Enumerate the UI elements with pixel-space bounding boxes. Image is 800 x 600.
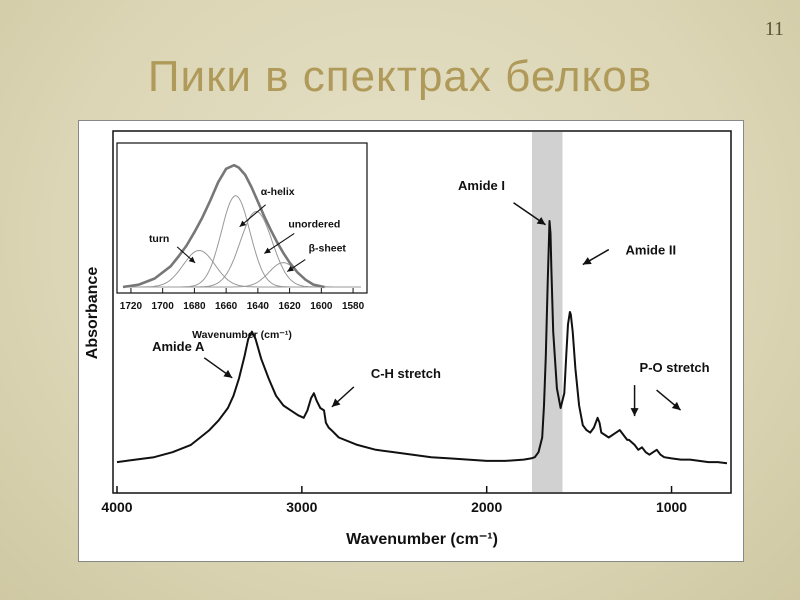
inset-frame xyxy=(116,142,368,294)
ftir-spectrum-chart: 4000 3000 2000 1000 Amide A C-H stretch Amide… xyxy=(84,130,732,548)
inset-x-tick-label: 1640 xyxy=(247,301,270,312)
annotation-arrowhead xyxy=(536,216,546,225)
inset-x-axis-label: Wavenumber (cm⁻¹) xyxy=(192,329,292,341)
inset-component-label: β-sheet xyxy=(309,243,347,255)
inset-component-label: turn xyxy=(149,233,169,245)
slide-title: Пики в спектрах белков xyxy=(147,52,653,101)
annotation-arrowhead xyxy=(671,401,681,411)
annotation-arrowhead xyxy=(223,369,233,378)
slide-number: 11 xyxy=(764,18,784,40)
inset-x-tick-label: 1580 xyxy=(342,301,365,312)
inset-x-tick-label: 1620 xyxy=(278,301,301,312)
inset-annotation-arrow xyxy=(263,233,295,254)
annotation-arrowhead xyxy=(582,257,592,265)
spectrum-figure: 4000 3000 2000 1000 Amide A C-H stretch Amide… xyxy=(78,120,744,562)
inset-annotation-arrowhead xyxy=(264,247,271,254)
y-axis-label: Absorbance xyxy=(84,267,101,360)
inset-annotation-arrowhead xyxy=(188,256,196,263)
x-tick-label: 3000 xyxy=(286,499,317,515)
annotation-label: C-H stretch xyxy=(371,366,441,381)
annotation-label: Amide A xyxy=(152,339,205,354)
annotation-label: Amide I xyxy=(458,178,505,193)
inset-x-tick-label: 1660 xyxy=(215,301,238,312)
annotation-arrowhead xyxy=(630,408,639,417)
inset-component-label: α-helix xyxy=(261,186,295,198)
inset-x-tick-label: 1680 xyxy=(183,301,206,312)
x-tick-label: 2000 xyxy=(471,499,502,515)
absorbance-series-line xyxy=(116,220,728,465)
annotation-arrowhead xyxy=(331,398,341,407)
annotation-label: Amide II xyxy=(626,243,677,258)
inset-envelope-curve xyxy=(122,163,325,289)
x-tick-label: 1000 xyxy=(656,499,687,515)
x-axis-label: Wavenumber (cm⁻¹) xyxy=(346,531,498,548)
inset-annotation-arrowhead xyxy=(287,265,294,272)
inset-x-tick-label: 1700 xyxy=(152,301,175,312)
main-plot-frame xyxy=(112,130,732,494)
annotation-label: P-O stretch xyxy=(640,360,710,375)
inset-annotation-arrowhead xyxy=(239,220,247,227)
inset-component-label: unordered xyxy=(288,218,340,230)
inset-x-tick-label: 1720 xyxy=(120,301,143,312)
x-tick-label: 4000 xyxy=(101,499,132,515)
inset-x-tick-label: 1600 xyxy=(310,301,333,312)
